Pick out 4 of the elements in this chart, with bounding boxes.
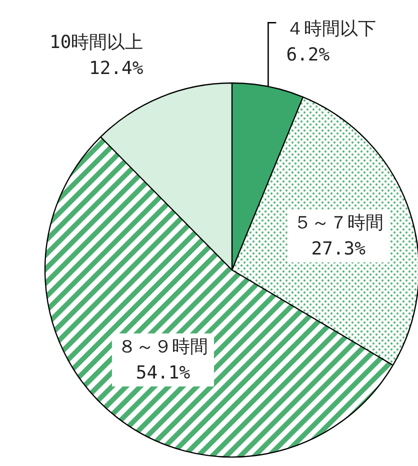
slice-label: ８～９時間	[118, 336, 208, 358]
data-label: 27.3%	[311, 238, 366, 260]
slice-label: ５～７時間	[293, 212, 384, 234]
data-label: 54.1%	[136, 362, 190, 384]
